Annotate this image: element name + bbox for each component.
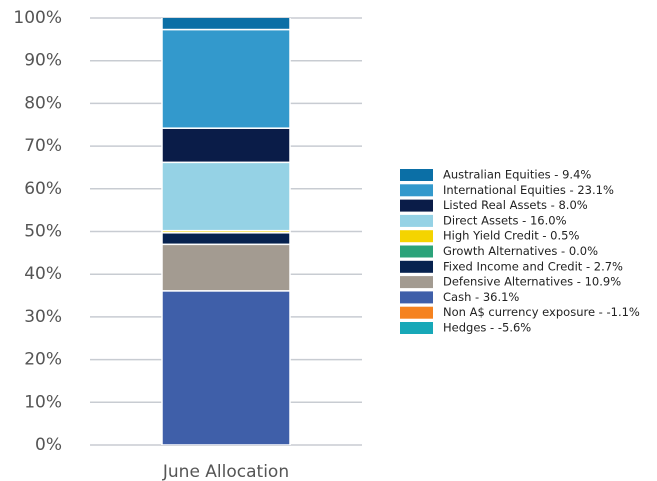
- y-tick-label: 10%: [24, 392, 62, 412]
- legend-label: Cash - 36.1%: [443, 290, 519, 304]
- legend-swatch: [400, 322, 433, 334]
- legend-swatch: [400, 276, 433, 289]
- legend: Australian Equities - 9.4%International …: [400, 168, 640, 335]
- legend-swatch: [400, 230, 433, 243]
- legend-label: High Yield Credit - 0.5%: [443, 229, 579, 243]
- bars: [161, 18, 291, 445]
- grid: 0% 10% 20% 30% 40% 50% 60% 70% 80% 90% 100% June Al…: [13, 8, 362, 481]
- legend-swatch: [400, 306, 433, 319]
- legend-label: Growth Alternatives - 0.0%: [443, 244, 598, 258]
- legend-label: Hedges - -5.6%: [443, 321, 531, 335]
- y-tick-label: 90%: [24, 51, 62, 71]
- bar-segment: [161, 28, 291, 129]
- y-tick-label: 50%: [24, 222, 62, 242]
- legend-swatch: [400, 214, 433, 227]
- bar-segment: [161, 18, 291, 31]
- legend-label: International Equities - 23.1%: [443, 183, 614, 197]
- x-tick-label: June Allocation: [162, 462, 289, 481]
- legend-swatch: [400, 260, 433, 273]
- y-tick-label: 60%: [24, 179, 62, 199]
- y-tick-label: 0%: [35, 435, 62, 455]
- legend-swatch: [400, 291, 433, 304]
- legend-swatch: [400, 245, 433, 258]
- legend-label: Non A$ currency exposure - -1.1%: [443, 305, 640, 319]
- bar-segment: [161, 127, 291, 164]
- legend-label: Direct Assets - 16.0%: [443, 213, 567, 227]
- bar-segment: [161, 161, 291, 232]
- legend-label: Defensive Alternatives - 10.9%: [443, 275, 621, 289]
- y-tick-label: 20%: [24, 350, 62, 370]
- bar-segment: [161, 243, 291, 292]
- legend-swatch: [400, 199, 433, 212]
- legend-label: Australian Equities - 9.4%: [443, 168, 591, 182]
- y-tick-label: 70%: [24, 136, 62, 156]
- bar-segment: [161, 232, 291, 246]
- y-tick-label: 100%: [13, 8, 62, 28]
- legend-swatch: [400, 184, 433, 197]
- y-tick-label: 30%: [24, 307, 62, 327]
- legend-label: Fixed Income and Credit - 2.7%: [443, 259, 623, 273]
- bar-segment: [161, 290, 291, 445]
- legend-swatch: [400, 169, 433, 181]
- y-tick-label: 80%: [24, 93, 62, 113]
- y-tick-label: 40%: [24, 264, 62, 284]
- legend-label: Listed Real Assets - 8.0%: [443, 198, 588, 212]
